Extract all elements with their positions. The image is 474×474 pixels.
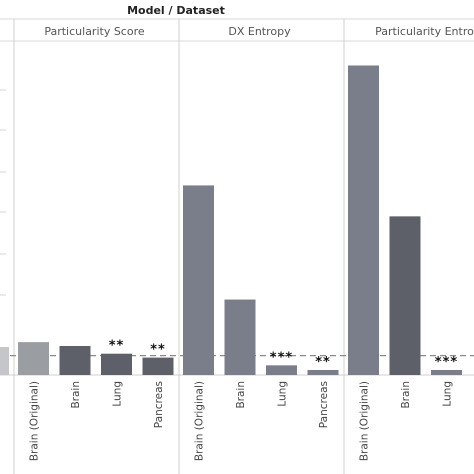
facet-header: DX Entropy [228, 25, 291, 38]
category-tick-label: Lung [277, 381, 289, 407]
category-tick-label: Brain [235, 381, 247, 409]
bar [101, 353, 132, 375]
category-tick-label: Brain (Original) [359, 381, 371, 461]
chart-title: Model / Dataset [127, 4, 225, 17]
category-tick-label: Brain (Original) [194, 381, 206, 461]
category-tick-label: Brain (Original) [29, 381, 41, 461]
bar [307, 369, 339, 375]
significance-label: *** [435, 355, 458, 370]
bar [59, 345, 91, 375]
facet-header: Particularity Score [44, 25, 145, 38]
significance-label: *** [270, 350, 293, 365]
facet-header: Particularity Entro [375, 25, 474, 38]
bar [183, 185, 214, 375]
bar [224, 299, 256, 375]
bar [389, 216, 421, 375]
bar [431, 369, 462, 375]
significance-label: ** [150, 343, 166, 358]
bar [142, 357, 174, 375]
category-tick-label: Lung [442, 381, 454, 407]
category-tick-label: Pancreas [153, 381, 165, 428]
significance-label: ** [315, 355, 331, 370]
significance-label: ** [109, 339, 125, 354]
category-tick-label: Lung [112, 381, 124, 407]
category-tick-label: Pancreas [318, 381, 330, 428]
bar [266, 365, 297, 375]
clipped-bar-left-edge [0, 347, 9, 375]
bar [18, 342, 49, 375]
bar [348, 65, 379, 375]
category-tick-label: Brain [70, 381, 82, 409]
category-tick-label: Brain [400, 381, 412, 409]
